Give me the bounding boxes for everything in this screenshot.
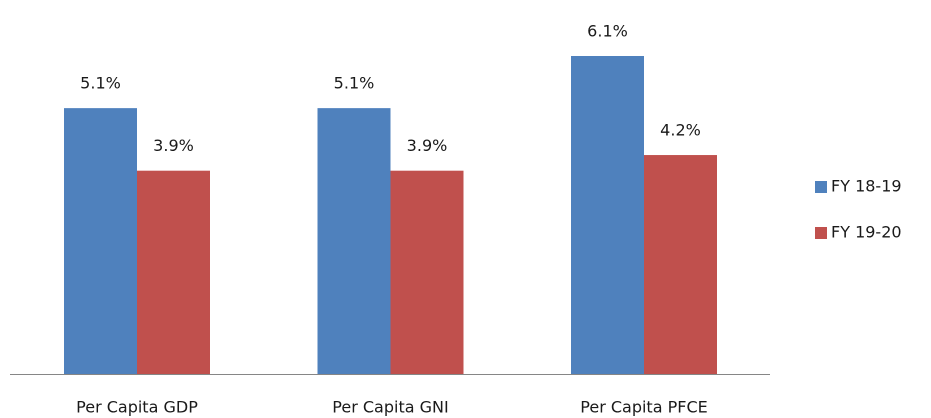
legend-label: FY 19-20 <box>831 223 902 242</box>
bar <box>137 170 210 374</box>
value-label: 3.9% <box>407 136 448 155</box>
legend-label: FY 18-19 <box>831 177 902 196</box>
bar <box>317 108 391 374</box>
x-tick-label: Per Capita GDP <box>76 398 198 417</box>
bar <box>571 56 644 374</box>
legend-swatch <box>815 227 827 239</box>
value-label: 4.2% <box>660 121 701 140</box>
bar <box>644 155 717 374</box>
legend-swatch <box>815 181 827 193</box>
bar <box>390 170 464 374</box>
value-label: 3.9% <box>153 136 194 155</box>
value-label: 5.1% <box>80 74 121 93</box>
x-tick-label: Per Capita PFCE <box>580 398 707 417</box>
x-tick-label: Per Capita GNI <box>332 398 448 417</box>
value-label: 5.1% <box>334 74 375 93</box>
value-label: 6.1% <box>587 22 628 41</box>
bar <box>64 108 137 374</box>
